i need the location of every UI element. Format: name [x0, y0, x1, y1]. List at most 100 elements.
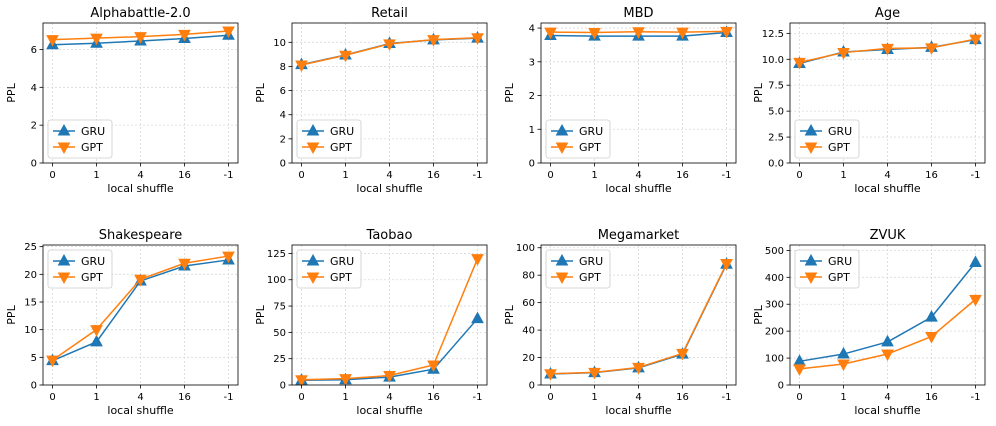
legend-marker-gru: [555, 123, 569, 136]
data-point-gpt: [544, 27, 557, 40]
y-tick-label: 10.0: [762, 55, 784, 66]
legend-label-gru: GRU: [81, 255, 105, 268]
y-tick-label: 100: [765, 354, 784, 365]
subplot-shakespeare: 0 1 4 16 -1 0 5 10 15 20 25 Shakespeare local shuffl…: [5, 228, 239, 417]
legend-label-gpt: GPT: [330, 271, 352, 284]
legend-marker-gru: [804, 123, 818, 136]
data-point-gpt: [222, 251, 235, 264]
legend-label-gru: GRU: [828, 125, 852, 138]
y-axis-label: PPL: [752, 82, 765, 102]
legend-marker-gpt: [306, 142, 320, 155]
subplot-taobao: 0 1 4 16 -1 0 25 50 75 100 125 Taobao local shuffle P…: [254, 228, 488, 417]
x-tick-label: 16: [178, 170, 191, 181]
x-tick-label: 16: [178, 392, 191, 403]
y-tick-label: 5.0: [768, 107, 784, 118]
x-tick-label: 1: [840, 170, 846, 181]
x-tick-label: 0: [547, 392, 553, 403]
chart-title: MBD: [623, 6, 653, 21]
data-point-gpt: [427, 360, 440, 373]
subplot-mbd: 0 1 4 16 -1 0 1 2 3 4 MBD local shuffle PPL GRU GPT: [503, 6, 737, 195]
x-tick-label: 4: [137, 392, 143, 403]
chart-title: Alphabattle-2.0: [90, 6, 190, 21]
y-tick-label: 8: [280, 62, 286, 73]
data-point-gpt: [544, 369, 557, 381]
y-tick-label: 2: [31, 121, 37, 132]
data-point-gru: [471, 311, 484, 324]
y-tick-label: 6: [280, 86, 286, 97]
data-point-gpt: [881, 43, 894, 56]
y-tick-label: 1: [529, 125, 535, 136]
data-point-gpt: [793, 57, 806, 70]
x-tick-label: 4: [386, 170, 392, 181]
x-tick-label: 16: [676, 170, 689, 181]
y-tick-label: 0: [280, 381, 286, 392]
x-tick-label: -1: [722, 392, 732, 403]
legend-label-gpt: GPT: [579, 141, 601, 154]
y-tick-label: 25: [273, 354, 286, 365]
x-axis-label: local shuffle: [107, 404, 173, 417]
x-tick-label: 16: [427, 392, 440, 403]
x-tick-label: 0: [49, 392, 55, 403]
legend: GRU GPT: [545, 249, 611, 289]
subplot-zvuk: 0 1 4 16 -1 0 100 200 300 400 500 ZVUK local shuffle…: [752, 228, 986, 417]
y-tick-label: 5: [31, 353, 37, 364]
data-point-gpt: [588, 27, 601, 40]
legend-marker-gru: [804, 253, 818, 266]
legend-marker-gpt: [306, 272, 320, 285]
data-point-gpt: [720, 259, 733, 271]
legend-label-gpt: GPT: [828, 271, 850, 284]
x-tick-label: -1: [473, 392, 483, 403]
y-axis-label: PPL: [254, 82, 267, 102]
data-point-gpt: [178, 29, 191, 42]
legend-marker-gpt: [57, 272, 71, 285]
legend-marker-gpt: [555, 142, 569, 155]
legend-marker-gru: [57, 253, 71, 266]
x-axis-label: local shuffle: [356, 182, 422, 195]
data-point-gru: [881, 334, 894, 347]
data-point-gpt: [925, 43, 938, 55]
y-tick-label: 0: [529, 381, 535, 392]
x-tick-label: 4: [635, 170, 641, 181]
x-tick-label: 1: [840, 392, 846, 403]
y-axis-label: PPL: [5, 304, 18, 324]
x-tick-label: 4: [884, 170, 890, 181]
chart-title: ZVUK: [870, 228, 906, 243]
x-tick-label: -1: [971, 392, 981, 403]
data-point-gpt: [339, 374, 352, 386]
data-point-gpt: [295, 375, 308, 387]
y-tick-label: 4: [31, 83, 37, 94]
legend-marker-gru: [57, 123, 71, 136]
legend-marker-gpt: [555, 272, 569, 285]
data-point-gpt: [969, 294, 982, 307]
y-tick-label: 0.0: [768, 159, 784, 170]
x-tick-label: 1: [591, 170, 597, 181]
legend-marker-gpt: [804, 142, 818, 155]
x-axis-label: local shuffle: [107, 182, 173, 195]
data-point-gpt: [837, 48, 850, 60]
data-point-gpt: [427, 35, 440, 47]
y-tick-label: 300: [765, 300, 784, 311]
data-point-gpt: [134, 32, 147, 44]
x-tick-label: 1: [93, 392, 99, 403]
y-tick-label: 0: [31, 381, 37, 392]
x-tick-label: 16: [676, 392, 689, 403]
data-point-gpt: [134, 274, 147, 287]
data-point-gpt: [632, 362, 645, 375]
x-tick-label: 1: [342, 170, 348, 181]
y-axis-label: PPL: [752, 304, 765, 324]
legend: GRU GPT: [794, 119, 860, 159]
data-point-gpt: [720, 26, 733, 39]
x-tick-label: -1: [722, 170, 732, 181]
y-tick-label: 0: [31, 159, 37, 170]
x-tick-label: -1: [224, 170, 234, 181]
data-point-gpt: [588, 367, 601, 380]
y-tick-label: 4: [529, 24, 535, 35]
x-tick-label: 0: [547, 170, 553, 181]
legend-label-gru: GRU: [330, 125, 354, 138]
y-tick-label: 12.5: [762, 29, 784, 40]
y-tick-label: 0: [529, 159, 535, 170]
legend-label-gpt: GPT: [81, 141, 103, 154]
legend-label-gpt: GPT: [579, 271, 601, 284]
legend-marker-gru: [306, 123, 320, 136]
data-point-gpt: [295, 60, 308, 73]
